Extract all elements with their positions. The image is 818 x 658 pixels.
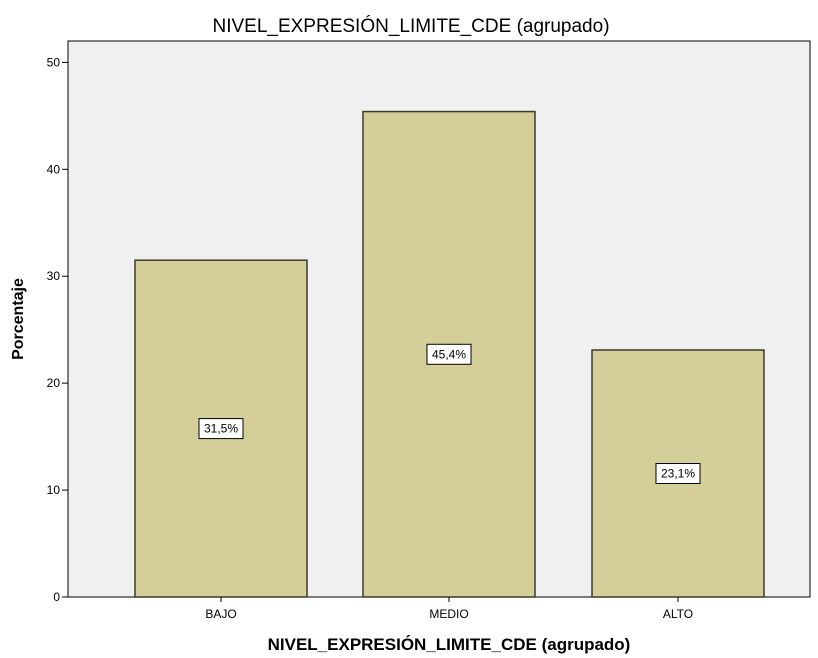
y-tick-label: 50	[47, 55, 61, 69]
data-label-box	[198, 418, 244, 440]
data-labels-layer: 31,5% 45,4% 23,1%	[198, 343, 701, 485]
x-tick-label: MEDIO	[429, 607, 468, 621]
data-label: 45,4%	[432, 347, 466, 361]
data-label-box	[655, 463, 701, 485]
y-axis-title: Porcentaje	[10, 278, 27, 360]
y-tick-label: 40	[47, 162, 61, 176]
x-tick-label: ALTO	[663, 607, 693, 621]
data-label: 23,1%	[661, 467, 695, 481]
x-axis: BAJO MEDIO ALTO	[205, 597, 693, 621]
x-axis-title: NIVEL_EXPRESIÓN_LIMITE_CDE (agrupado)	[268, 635, 631, 654]
x-tick-label: BAJO	[205, 607, 236, 621]
data-label-box	[426, 343, 472, 365]
chart-title: NIVEL_EXPRESIÓN_LIMITE_CDE (agrupado)	[212, 15, 609, 37]
data-label: 31,5%	[204, 422, 238, 436]
y-tick-label: 10	[47, 483, 61, 497]
y-axis: 0 10 20 30 40 50	[47, 55, 68, 604]
y-tick-label: 30	[47, 269, 61, 283]
y-tick-label: 0	[53, 590, 60, 604]
y-tick-label: 20	[47, 376, 61, 390]
